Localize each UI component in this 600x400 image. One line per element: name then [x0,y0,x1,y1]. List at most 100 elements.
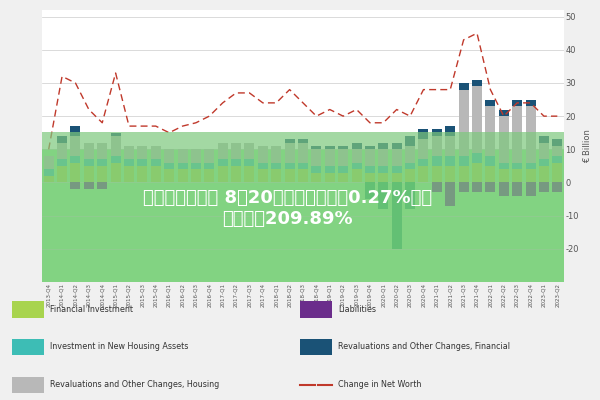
Bar [512,182,522,196]
Bar [472,162,482,182]
Text: Change in Net Worth: Change in Net Worth [338,380,422,390]
Bar [338,149,348,166]
Bar [458,83,469,90]
Bar [552,146,562,156]
Bar [552,139,562,146]
Bar [164,162,174,169]
Bar [151,159,161,166]
Bar [499,116,509,162]
Bar [110,156,121,162]
Bar [392,166,402,172]
Bar [84,159,94,166]
Bar [298,169,308,182]
Text: Financial Investment: Financial Investment [50,305,133,314]
Bar [151,146,161,159]
Bar [445,126,455,136]
Bar [432,166,442,182]
Bar [405,146,415,162]
Bar [405,162,415,169]
Bar [110,136,121,156]
Bar [231,143,241,159]
Text: 股票配资口碑好 8月20日宏图转债下跌0.27%，转
股溢价率209.89%: 股票配资口碑好 8月20日宏图转债下跌0.27%，转 股溢价率209.89% [143,189,432,228]
Bar [44,176,54,182]
Bar [458,156,469,166]
Bar [110,133,121,136]
Bar [552,182,562,192]
Bar [526,106,536,162]
Bar [44,169,54,176]
Bar [325,149,335,166]
Text: Liabilities: Liabilities [338,305,376,314]
Bar [405,182,415,209]
Bar [432,182,442,192]
Bar [378,143,388,149]
Bar [458,166,469,182]
Bar [244,159,254,166]
Bar [271,162,281,169]
Bar [137,159,148,166]
Bar [365,146,375,149]
Bar [392,143,402,149]
Bar [485,166,496,182]
Bar [70,162,80,182]
Bar [365,149,375,166]
Bar [298,162,308,169]
Bar [204,149,214,162]
Bar [204,169,214,182]
Bar [110,162,121,182]
Bar [311,149,322,166]
Bar [204,162,214,169]
Bar [191,162,201,169]
Bar [472,80,482,86]
Bar [472,182,482,192]
Bar [499,169,509,182]
Bar [284,143,295,162]
Bar [284,169,295,182]
Bar [325,166,335,172]
Bar [311,172,322,182]
Bar [365,166,375,172]
Bar [432,130,442,136]
Bar [42,149,564,282]
Bar [70,126,80,136]
Bar [458,182,469,192]
Bar [432,136,442,156]
Bar [539,166,549,182]
Bar [57,136,67,143]
Bar [70,156,80,162]
Bar [418,166,428,182]
Bar [352,162,362,169]
Text: Investment in New Housing Assets: Investment in New Housing Assets [50,342,188,351]
Bar [97,159,107,166]
Bar [378,149,388,166]
Bar [512,169,522,182]
Bar [539,136,549,143]
Bar [218,166,228,182]
Bar [338,146,348,149]
Bar [552,156,562,162]
Bar [164,169,174,182]
Bar [445,166,455,182]
Bar [298,139,308,143]
Bar [12,377,44,393]
Bar [418,159,428,166]
Bar [42,132,564,282]
Bar [378,166,388,172]
Bar [84,166,94,182]
Bar [124,159,134,166]
Bar [485,182,496,192]
Bar [164,149,174,162]
Bar [151,166,161,182]
Bar [512,106,522,162]
Bar [499,162,509,169]
Bar [300,302,332,318]
Bar [539,159,549,166]
Y-axis label: € Billion: € Billion [583,129,592,163]
Bar [244,143,254,159]
Bar [258,146,268,162]
Bar [458,90,469,156]
Bar [392,182,402,249]
Bar [325,146,335,149]
Bar [445,136,455,156]
Bar [378,182,388,209]
